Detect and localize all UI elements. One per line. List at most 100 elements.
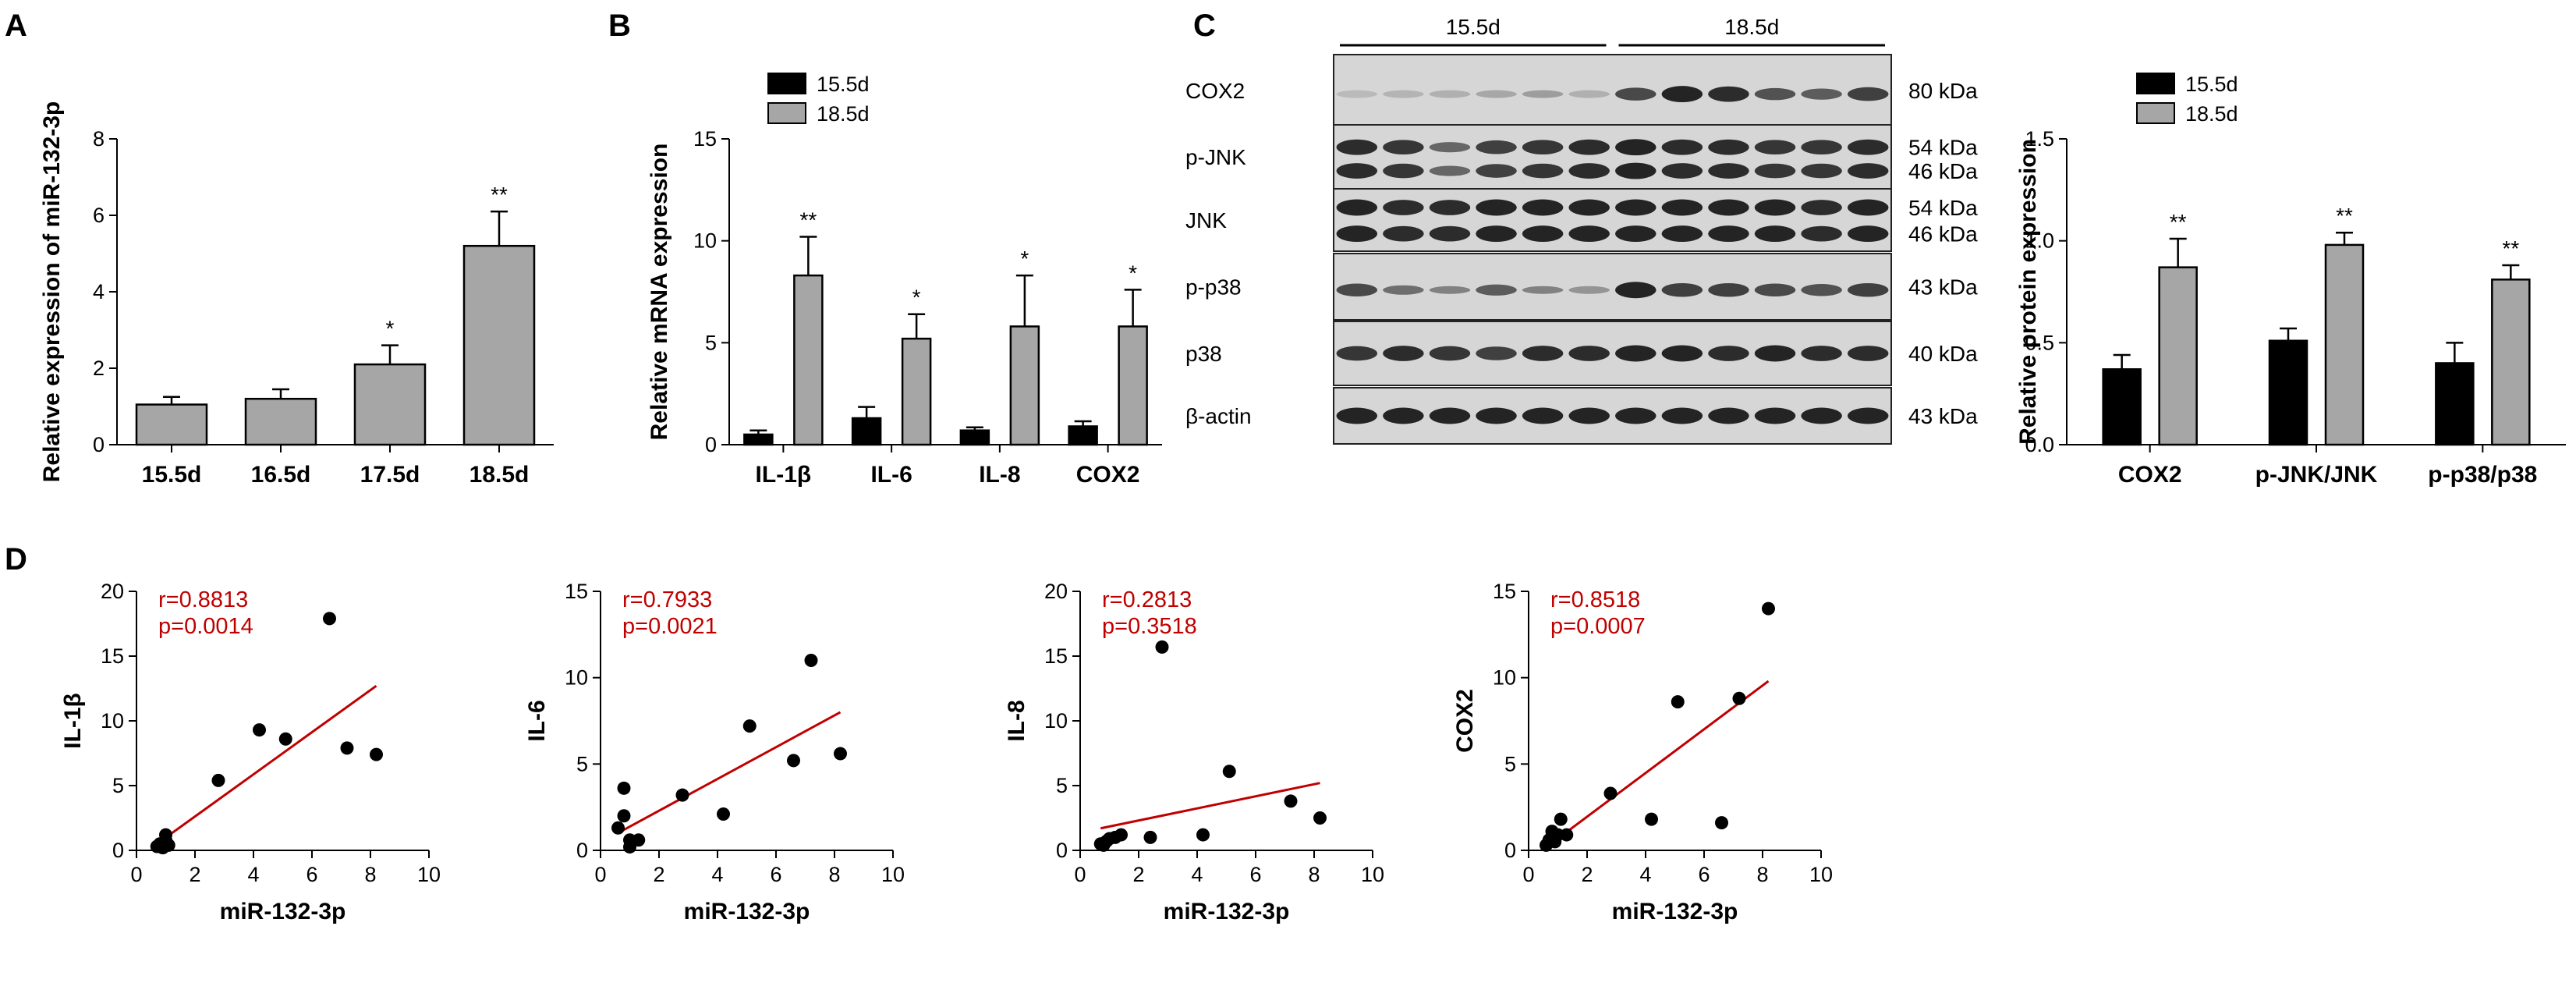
blot-band bbox=[1336, 346, 1378, 361]
y-tick-label: 5 bbox=[705, 331, 717, 354]
blot-band bbox=[1801, 163, 1842, 179]
blot-band bbox=[1476, 346, 1517, 360]
blot-band bbox=[1383, 407, 1424, 424]
scatter-point bbox=[1732, 691, 1746, 705]
p-value: p=0.0014 bbox=[158, 614, 253, 639]
y-tick-label: 0 bbox=[1504, 839, 1516, 862]
bar bbox=[462, 244, 536, 446]
scatter-point bbox=[675, 788, 689, 802]
blot-strip bbox=[1333, 188, 1892, 252]
blot-band bbox=[1661, 163, 1703, 179]
r-value: r=0.7933 bbox=[622, 587, 712, 612]
bar bbox=[2268, 339, 2308, 446]
blot-band bbox=[1754, 199, 1796, 216]
band-size-label: 43 kDa bbox=[1908, 404, 1978, 428]
y-axis-title: IL-8 bbox=[1004, 700, 1029, 741]
significance-marker: * bbox=[912, 286, 921, 310]
blot-band bbox=[1615, 87, 1657, 101]
regression-line bbox=[1548, 680, 1770, 846]
y-tick-label: 10 bbox=[693, 229, 717, 253]
blot-band bbox=[1801, 346, 1842, 361]
legend-swatch bbox=[2136, 102, 2175, 124]
blot-band bbox=[1801, 407, 1842, 424]
blot-band bbox=[1847, 407, 1889, 424]
x-category-label: COX2 bbox=[1076, 462, 1140, 488]
bar bbox=[2102, 368, 2142, 446]
scatter-point bbox=[161, 838, 175, 852]
y-tick-label: 0 bbox=[705, 433, 717, 456]
blot-band bbox=[1336, 139, 1378, 155]
scatter-point bbox=[834, 747, 847, 761]
blot-band bbox=[1754, 163, 1796, 179]
blot-band bbox=[1429, 286, 1471, 294]
blot-band bbox=[1847, 225, 1889, 243]
y-tick-label: 1.5 bbox=[2025, 127, 2054, 151]
y-tick-label: 5 bbox=[1504, 752, 1516, 775]
band-protein-label: p38 bbox=[1185, 342, 1222, 366]
blot-band bbox=[1661, 282, 1703, 297]
blot-band bbox=[1383, 225, 1424, 242]
chart-d1-scatter: 0 5 10 15 20 0 2 4 6 8 10 miR-132-3p IL-1β r=0.8813p=… bbox=[60, 580, 441, 924]
blot-band bbox=[1615, 282, 1657, 299]
y-tick-label: 0.5 bbox=[2025, 331, 2054, 354]
x-category-label: IL-8 bbox=[979, 462, 1020, 488]
band-size-label: 54 kDa bbox=[1908, 196, 1978, 220]
blot-band bbox=[1383, 346, 1424, 361]
blot-band bbox=[1568, 346, 1610, 361]
blot-band bbox=[1708, 346, 1749, 361]
blot-band bbox=[1708, 199, 1749, 216]
x-tick-label: 0 bbox=[1522, 863, 1534, 886]
blot-strip bbox=[1333, 387, 1892, 445]
bar bbox=[1068, 425, 1098, 446]
blot-band bbox=[1754, 283, 1796, 296]
x-tick-label: 4 bbox=[1191, 863, 1203, 886]
scatter-point bbox=[211, 773, 225, 787]
x-tick-label: 2 bbox=[189, 863, 200, 886]
blot-band bbox=[1754, 345, 1796, 362]
band-size-label: 46 kDa bbox=[1908, 222, 1978, 247]
chart-d4-scatter: 0 5 10 15 0 2 4 6 8 10 miR-132-3p COX2 r=0.8518p=0.0… bbox=[1452, 580, 1833, 924]
blot-strip bbox=[1333, 253, 1892, 321]
y-tick-label: 5 bbox=[576, 752, 588, 775]
legend-swatch bbox=[767, 73, 806, 94]
panel-label-b: B bbox=[608, 9, 631, 43]
scatter-point bbox=[1114, 828, 1128, 842]
regression-line bbox=[1100, 782, 1320, 830]
x-tick-label: 0 bbox=[130, 863, 142, 886]
scatter-point bbox=[253, 723, 266, 737]
blot-band bbox=[1336, 199, 1378, 216]
band-size-label: 54 kDa bbox=[1908, 136, 1978, 160]
blot-band bbox=[1522, 140, 1564, 155]
blot-band bbox=[1336, 225, 1378, 243]
band-size-label: 46 kDa bbox=[1908, 159, 1978, 183]
blot-strip bbox=[1333, 321, 1892, 386]
legend-label: 18.5d bbox=[2185, 102, 2238, 126]
x-tick-label: 4 bbox=[1639, 863, 1651, 886]
blot-band bbox=[1847, 163, 1889, 179]
blot-band bbox=[1476, 90, 1517, 98]
blot-band bbox=[1476, 407, 1517, 424]
chart-d2-scatter: 0 5 10 15 0 2 4 6 8 10 miR-132-3p IL-6 r=0.7933p=0.0… bbox=[524, 580, 905, 924]
blot-band bbox=[1522, 163, 1564, 179]
blot-band bbox=[1383, 200, 1424, 215]
bar bbox=[2158, 266, 2198, 446]
legend-swatch bbox=[2136, 73, 2175, 94]
blot-band bbox=[1708, 139, 1749, 155]
x-tick-label: 6 bbox=[770, 863, 781, 886]
blot-band bbox=[1568, 407, 1610, 424]
legend-swatch bbox=[767, 102, 806, 124]
significance-marker: * bbox=[386, 317, 395, 341]
blot-band bbox=[1801, 88, 1842, 100]
blot-band bbox=[1847, 87, 1889, 101]
y-tick-label: 0 bbox=[1056, 839, 1068, 862]
scatter-point bbox=[1196, 828, 1210, 842]
blot-band bbox=[1847, 282, 1889, 297]
bar bbox=[743, 433, 774, 446]
blot-band bbox=[1429, 407, 1471, 424]
bar bbox=[793, 274, 824, 446]
blot-band bbox=[1429, 200, 1471, 215]
chart-d3-scatter: 0 5 10 15 20 0 2 4 6 8 10 miR-132-3p IL-8 r=0.2813p=0… bbox=[1004, 580, 1384, 924]
x-tick-label: 8 bbox=[1308, 863, 1320, 886]
blot-band bbox=[1708, 86, 1749, 102]
y-tick-label: 0 bbox=[112, 839, 124, 862]
